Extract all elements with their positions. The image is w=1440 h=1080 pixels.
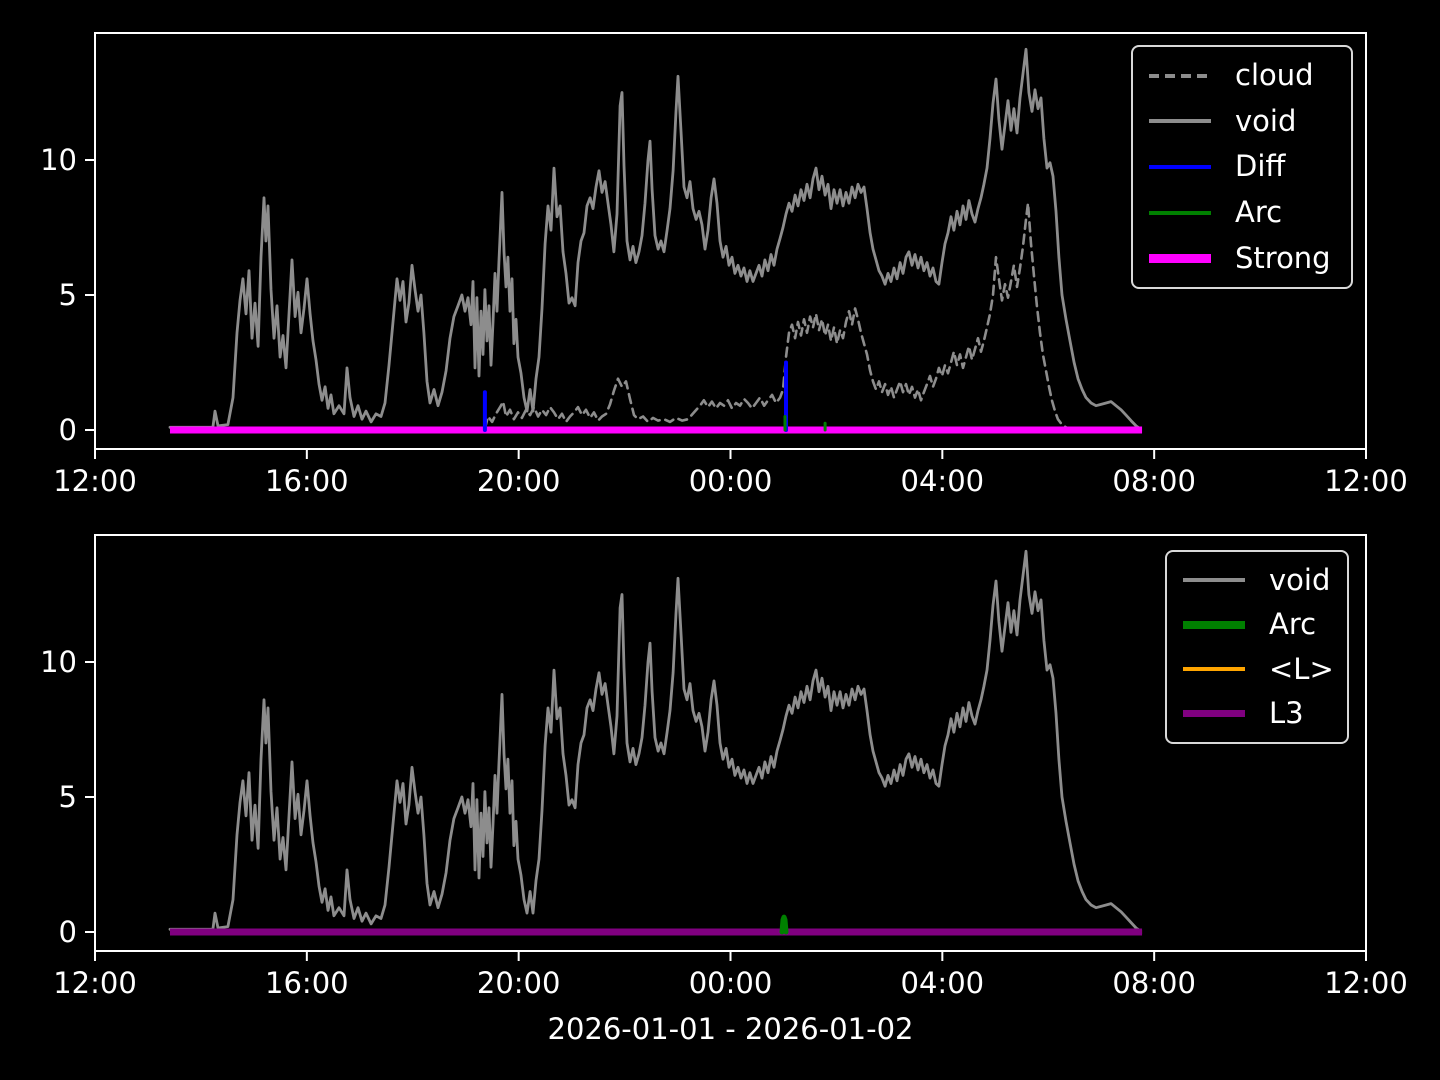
legend-item: L3: [1167, 699, 1347, 728]
x-axis-label: 2026-01-01 - 2026-01-02: [547, 1012, 914, 1046]
legend-label: Arc: [1235, 195, 1283, 230]
y-tick-label: 10: [40, 143, 77, 177]
legend-label: Diff: [1235, 149, 1286, 184]
legend-item: Diff: [1133, 152, 1351, 181]
legend-label: <L>: [1269, 651, 1334, 686]
x-tick-label: 08:00: [1112, 966, 1196, 1000]
y-tick-label: 5: [59, 278, 77, 312]
legend-line-sample: [1149, 73, 1211, 78]
x-tick-label: 12:00: [1324, 966, 1408, 1000]
x-tick-label: 12:00: [53, 464, 137, 498]
legend-item: <L>: [1167, 651, 1347, 686]
y-tick-label: 0: [59, 915, 77, 949]
legend-label: Arc: [1269, 607, 1317, 642]
x-tick-label: 20:00: [477, 966, 561, 1000]
x-tick-label: 16:00: [265, 966, 349, 1000]
top-legend: cloud void Diff Arc Strong: [1131, 45, 1353, 289]
legend-line-sample: [1183, 710, 1245, 718]
legend-line-sample: [1183, 620, 1245, 629]
y-tick-label: 5: [59, 780, 77, 814]
legend-label: L3: [1269, 696, 1304, 731]
legend-line-sample: [1183, 578, 1245, 583]
legend-line-sample: [1149, 119, 1211, 124]
x-tick-label: 12:00: [1324, 464, 1408, 498]
legend-item: cloud: [1133, 61, 1351, 90]
x-tick-label: 20:00: [477, 464, 561, 498]
legend-label: cloud: [1235, 58, 1314, 93]
legend-item: Arc: [1167, 610, 1347, 639]
x-tick-label: 00:00: [689, 966, 773, 1000]
x-tick-label: 04:00: [901, 966, 985, 1000]
legend-line-sample: [1149, 253, 1211, 263]
x-tick-label: 12:00: [53, 966, 137, 1000]
y-tick-label: 0: [59, 413, 77, 447]
x-tick-label: 08:00: [1112, 464, 1196, 498]
legend-item: void: [1167, 562, 1347, 597]
x-tick-label: 04:00: [901, 464, 985, 498]
x-tick-label: 00:00: [689, 464, 773, 498]
y-tick-label: 10: [40, 645, 77, 679]
legend-line-sample: [1183, 667, 1245, 672]
legend-item: void: [1133, 103, 1351, 138]
legend-line-sample: [1149, 210, 1211, 215]
x-tick-label: 16:00: [265, 464, 349, 498]
top-chart: 12:00 16:00 20:00 00:00 04:00 08:00 12:00 0 5 10: [40, 32, 1408, 498]
legend-label: void: [1235, 103, 1297, 138]
legend-line-sample: [1149, 164, 1211, 169]
legend-label: Strong: [1235, 240, 1331, 275]
legend-label: void: [1269, 562, 1331, 597]
legend-item: Arc: [1133, 198, 1351, 227]
legend-item: Strong: [1133, 240, 1351, 275]
bottom-chart: 12:00 16:00 20:00 00:00 04:00 08:00 12:00 0 5 10: [40, 534, 1408, 1000]
bottom-legend: void Arc <L> L3: [1165, 550, 1349, 744]
